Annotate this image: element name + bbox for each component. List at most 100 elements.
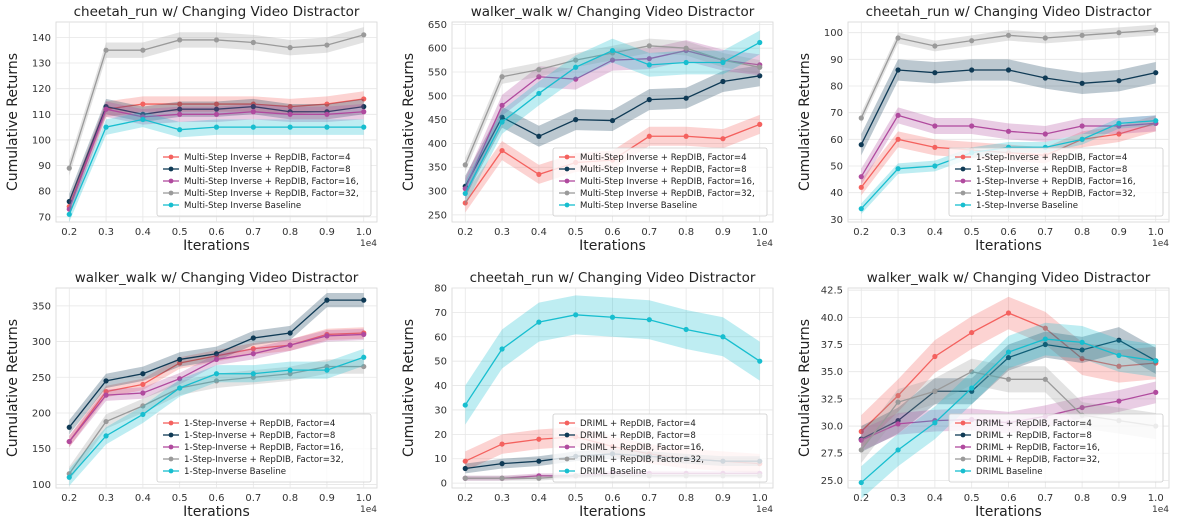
data-point: [1153, 118, 1159, 124]
chart-title: cheetah_run w/ Changing Video Distractor: [74, 4, 360, 20]
legend-swatch-marker: [564, 202, 570, 208]
legend-swatch-marker: [960, 166, 966, 172]
data-point: [932, 144, 938, 150]
data-point: [895, 136, 901, 142]
data-point: [287, 111, 293, 117]
data-point: [250, 374, 256, 380]
legend-entry: Multi-Step Inverse + RepDIB, Factor=4: [580, 153, 747, 163]
x-tick-label: 0.7: [1037, 493, 1053, 504]
y-tick-label: 650: [428, 20, 447, 31]
data-point: [720, 59, 726, 66]
data-point: [1042, 376, 1048, 382]
legend-swatch-marker: [564, 178, 570, 184]
x-tick-label: 0.5: [172, 493, 188, 504]
data-point: [324, 367, 330, 373]
data-point: [573, 57, 579, 63]
data-point: [858, 142, 864, 148]
data-point: [858, 184, 864, 190]
data-point: [103, 377, 109, 383]
y-tick-label: 37.5: [821, 340, 843, 351]
legend-entry: DRIML + RepDIB, Factor=16,: [976, 443, 1100, 453]
data-point: [462, 190, 468, 197]
data-point: [757, 39, 763, 46]
data-point: [177, 111, 183, 117]
y-tick-label: 150: [32, 444, 51, 455]
data-point: [361, 354, 367, 360]
x-tick-label: 0.5: [964, 227, 980, 238]
data-point: [140, 116, 146, 123]
data-point: [250, 39, 256, 46]
data-point: [287, 342, 293, 348]
legend-swatch-marker: [564, 432, 570, 437]
x-tick-label: 0.6: [1001, 493, 1017, 504]
x-tick-label: 0.8: [1074, 227, 1090, 238]
chart-title: cheetah_run w/ Changing Video Distractor: [470, 270, 756, 286]
data-point: [213, 377, 220, 383]
data-point: [462, 458, 468, 464]
data-point: [646, 133, 652, 139]
data-point: [536, 133, 542, 139]
y-tick-label: 450: [428, 115, 447, 126]
data-point: [1153, 27, 1159, 33]
data-point: [1079, 123, 1085, 129]
data-point: [895, 420, 901, 426]
grid: [56, 22, 377, 222]
data-point: [858, 206, 864, 212]
data-point: [66, 198, 72, 205]
series-baseline: [462, 294, 763, 425]
legend-swatch-marker: [564, 154, 570, 160]
data-point: [250, 345, 256, 351]
legend-swatch-marker: [564, 190, 570, 196]
data-point: [536, 475, 542, 481]
data-point: [1116, 78, 1122, 84]
x-axis-label: Iterations: [183, 504, 250, 520]
y-tick-label: 140: [32, 33, 51, 44]
data-point: [324, 101, 330, 107]
data-point: [646, 43, 652, 49]
y-tick-label: 100: [824, 28, 843, 39]
x-tick-label: 0.4: [927, 227, 943, 238]
data-point: [1079, 355, 1085, 361]
data-point: [361, 363, 367, 369]
data-point: [250, 104, 256, 110]
legend-box: [156, 147, 372, 217]
data-point: [499, 460, 505, 466]
data-point: [969, 67, 975, 73]
data-point: [361, 124, 367, 130]
legend-swatch-marker: [168, 456, 174, 461]
data-point: [177, 375, 183, 381]
data-point: [213, 101, 220, 107]
data-point: [757, 64, 763, 70]
series-baseline: [858, 322, 1159, 499]
x-axis-label: Iterations: [975, 504, 1042, 520]
series-baseline: [66, 111, 367, 222]
data-point: [1079, 80, 1085, 86]
data-point: [66, 165, 72, 171]
data-point: [499, 440, 505, 447]
legend-entry: DRIML + RepDIB, Factor=4: [976, 419, 1092, 429]
y-tick-label: 300: [32, 337, 51, 348]
x-tick-label: 0.7: [641, 493, 657, 504]
data-point: [969, 123, 975, 129]
data-point: [1005, 309, 1012, 316]
data-point: [177, 101, 183, 107]
x-tick-label: 0.3: [98, 227, 114, 238]
data-point: [1042, 75, 1048, 81]
series-factor-16: [858, 107, 1159, 185]
data-point: [646, 97, 652, 103]
chart-panel-3: 30 40 50 60 70 80 90 100 0.2 0.3 0.4 0.5 0.6 0.7 0.8 0.…: [797, 4, 1170, 254]
legend-swatch-marker: [960, 468, 966, 473]
x-tick-label: 0.4: [135, 493, 151, 504]
legend-entry: 1-Step-Inverse + RepDIB, Factor=16,: [184, 443, 344, 453]
data-point: [213, 111, 220, 117]
data-point: [1116, 120, 1122, 126]
chart-panel-1: 70 80 90 100 110 120 130 140 0.2 0.3 0.4 0.5 0.6 0.7 0…: [5, 4, 378, 254]
series-band: [465, 40, 760, 200]
y-tick-label: 100: [32, 479, 51, 490]
data-point: [720, 78, 726, 85]
y-tick-label: 30: [830, 215, 843, 226]
data-point: [287, 45, 293, 51]
x-tick-label: 0.7: [245, 493, 261, 504]
series-band: [861, 326, 1156, 452]
